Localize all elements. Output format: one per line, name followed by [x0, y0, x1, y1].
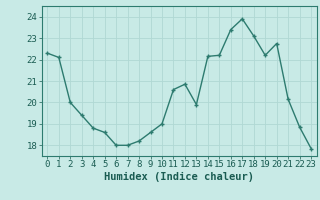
X-axis label: Humidex (Indice chaleur): Humidex (Indice chaleur) [104, 172, 254, 182]
